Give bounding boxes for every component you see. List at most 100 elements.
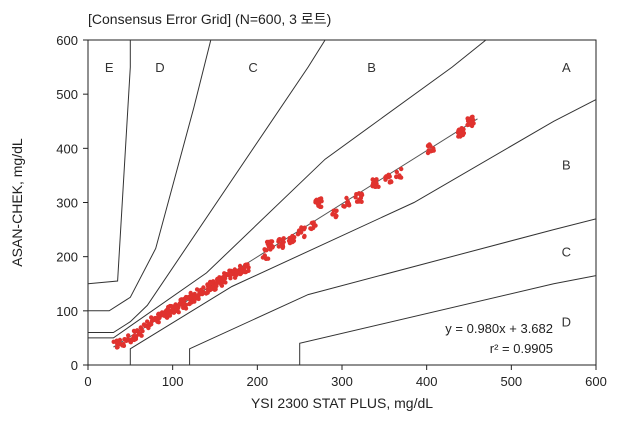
data-point bbox=[428, 149, 433, 154]
zone-boundary-line bbox=[88, 40, 212, 312]
data-point bbox=[330, 211, 335, 217]
x-tick-label: 400 bbox=[416, 374, 438, 389]
data-point bbox=[242, 269, 247, 274]
data-point bbox=[331, 208, 336, 213]
data-point bbox=[354, 192, 359, 197]
data-point bbox=[309, 220, 315, 226]
data-point bbox=[399, 166, 404, 172]
data-point bbox=[166, 311, 172, 316]
data-point bbox=[237, 270, 242, 275]
data-point bbox=[280, 242, 285, 248]
y-tick-label: 100 bbox=[56, 304, 78, 319]
data-point bbox=[260, 255, 266, 260]
data-point bbox=[196, 296, 201, 302]
data-point bbox=[139, 326, 144, 332]
data-point bbox=[387, 174, 392, 179]
data-point bbox=[383, 177, 388, 182]
data-point bbox=[228, 272, 233, 277]
zone-boundaries bbox=[88, 40, 596, 365]
data-point bbox=[228, 276, 233, 281]
y-tick-label: 300 bbox=[56, 196, 78, 211]
data-point bbox=[317, 196, 322, 202]
data-point bbox=[341, 203, 346, 209]
data-point bbox=[263, 248, 268, 253]
data-point bbox=[287, 240, 293, 246]
data-point bbox=[270, 245, 275, 250]
data-point bbox=[234, 272, 239, 278]
zone-boundary-line bbox=[189, 218, 596, 365]
data-point bbox=[115, 344, 120, 350]
data-point bbox=[135, 328, 140, 333]
zone-label: C bbox=[562, 244, 571, 259]
data-point bbox=[458, 131, 463, 137]
data-point bbox=[374, 177, 379, 182]
data-point bbox=[223, 280, 228, 285]
data-point bbox=[246, 268, 251, 273]
zone-boundary-line bbox=[88, 40, 131, 285]
zone-labels: E D C B A B C D bbox=[105, 60, 571, 330]
data-point bbox=[149, 322, 154, 327]
data-point bbox=[131, 337, 137, 343]
zone-label: D bbox=[562, 315, 571, 330]
data-point bbox=[290, 233, 295, 239]
data-point bbox=[398, 175, 404, 180]
data-point bbox=[217, 275, 222, 280]
zone-boundary-line bbox=[299, 275, 596, 365]
data-point bbox=[221, 275, 227, 281]
data-point bbox=[461, 131, 466, 136]
data-point bbox=[394, 169, 399, 175]
zone-boundary-line bbox=[88, 40, 487, 339]
data-point bbox=[281, 236, 286, 241]
regression-equation: y = 0.980x + 3.682 bbox=[445, 321, 553, 336]
data-point bbox=[141, 322, 147, 327]
data-point bbox=[358, 192, 363, 197]
y-axis-label: ASAN-CHEK, mg/dL bbox=[9, 138, 25, 267]
data-point bbox=[456, 128, 461, 133]
chart-title: [Consensus Error Grid] (N=600, 3 로트) bbox=[88, 11, 331, 27]
x-axis-label: YSI 2300 STAT PLUS, mg/dL bbox=[251, 395, 433, 411]
data-point bbox=[214, 282, 219, 287]
data-point bbox=[370, 177, 376, 182]
data-point bbox=[467, 120, 473, 126]
data-point bbox=[194, 287, 200, 292]
y-tick-label: 400 bbox=[56, 141, 78, 156]
data-point bbox=[265, 241, 271, 247]
data-point bbox=[161, 311, 166, 316]
data-point bbox=[188, 290, 193, 296]
data-point bbox=[268, 239, 274, 244]
zone-label: B bbox=[367, 60, 376, 75]
y-tick-label: 600 bbox=[56, 33, 78, 48]
data-point bbox=[334, 213, 339, 219]
data-point bbox=[388, 179, 394, 184]
data-point bbox=[319, 204, 324, 209]
data-point bbox=[394, 174, 399, 180]
data-point bbox=[131, 334, 136, 339]
y-axis-ticks: 0 100 200 300 400 500 600 bbox=[56, 33, 88, 373]
data-point bbox=[302, 233, 307, 239]
data-point bbox=[345, 200, 350, 205]
x-tick-label: 500 bbox=[500, 374, 522, 389]
y-tick-label: 0 bbox=[71, 358, 78, 373]
data-point bbox=[376, 184, 381, 189]
data-point bbox=[276, 244, 281, 249]
data-point bbox=[227, 268, 232, 273]
zone-boundary-line bbox=[129, 99, 596, 365]
x-tick-label: 600 bbox=[585, 374, 607, 389]
zone-label: C bbox=[248, 60, 257, 75]
data-point bbox=[311, 225, 316, 231]
data-point bbox=[208, 281, 213, 286]
data-points bbox=[111, 114, 476, 350]
data-point bbox=[156, 320, 161, 325]
y-tick-label: 500 bbox=[56, 87, 78, 102]
x-tick-label: 0 bbox=[84, 374, 91, 389]
zone-label: A bbox=[562, 60, 571, 75]
y-tick-label: 200 bbox=[56, 250, 78, 265]
data-point bbox=[243, 262, 249, 267]
data-point bbox=[175, 307, 180, 312]
zone-boundary-line bbox=[88, 40, 326, 333]
data-point bbox=[118, 341, 123, 347]
data-point bbox=[204, 291, 209, 296]
data-point bbox=[344, 195, 349, 201]
data-point bbox=[126, 333, 131, 338]
data-point bbox=[201, 285, 206, 290]
